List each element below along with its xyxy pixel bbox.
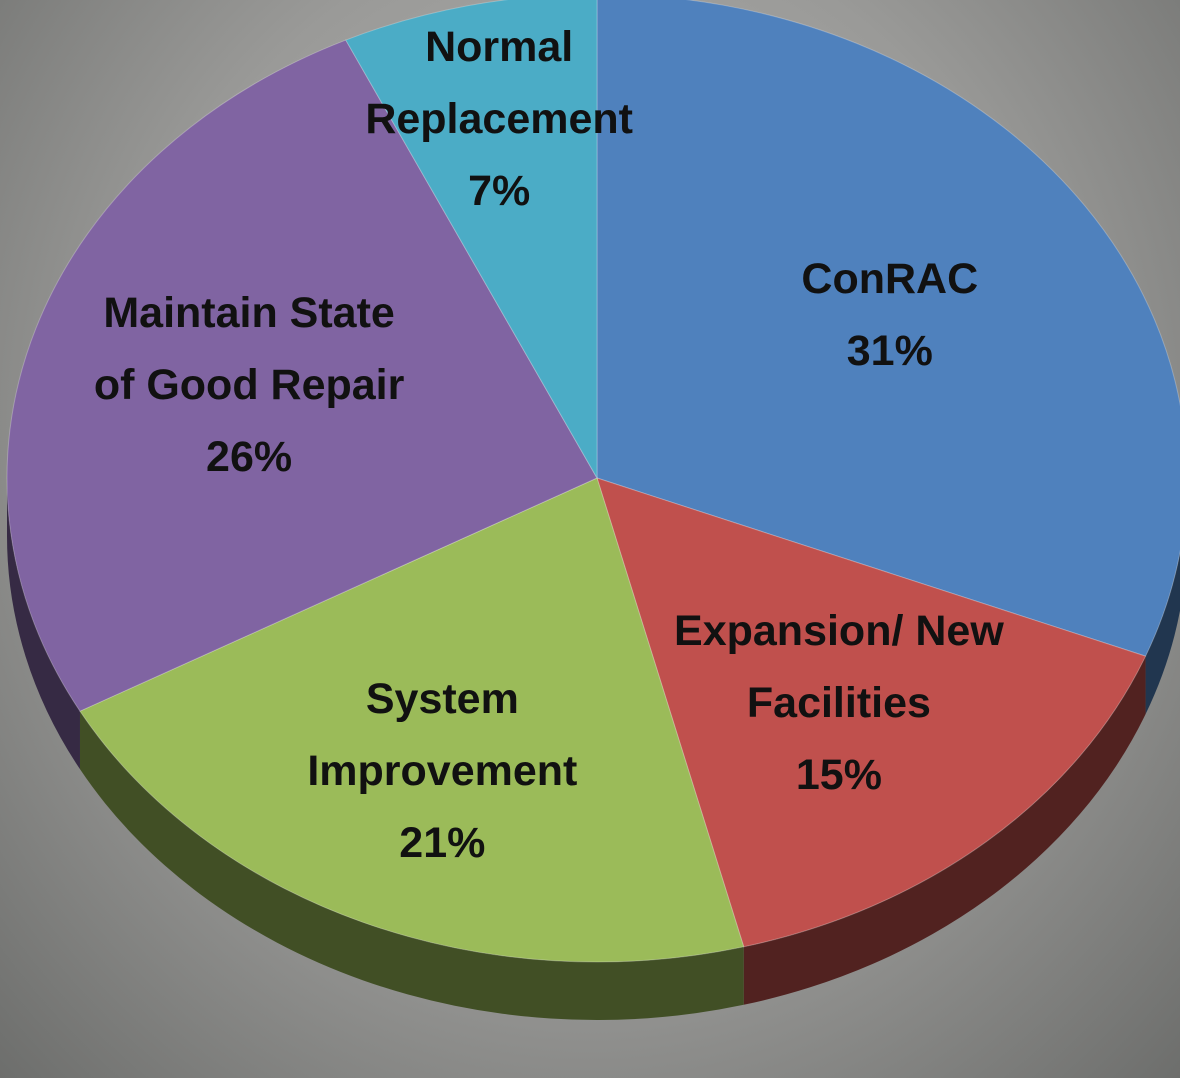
value-label: 26% xyxy=(89,421,409,493)
value-label: 31% xyxy=(765,315,1015,387)
value-label: 7% xyxy=(354,155,644,227)
value-label: 21% xyxy=(292,807,592,879)
category-name: ConRAC xyxy=(765,243,1015,315)
category-name: Normal Replacement xyxy=(354,11,644,155)
category-name: Expansion/ New Facilities xyxy=(674,595,1004,739)
value-label: 15% xyxy=(674,739,1004,811)
page: ConRAC31% Expansion/ New Facilities15% Sys… xyxy=(0,0,1180,1078)
category-name: Maintain State of Good Repair xyxy=(89,277,409,421)
category-name: System Improvement xyxy=(292,663,592,807)
